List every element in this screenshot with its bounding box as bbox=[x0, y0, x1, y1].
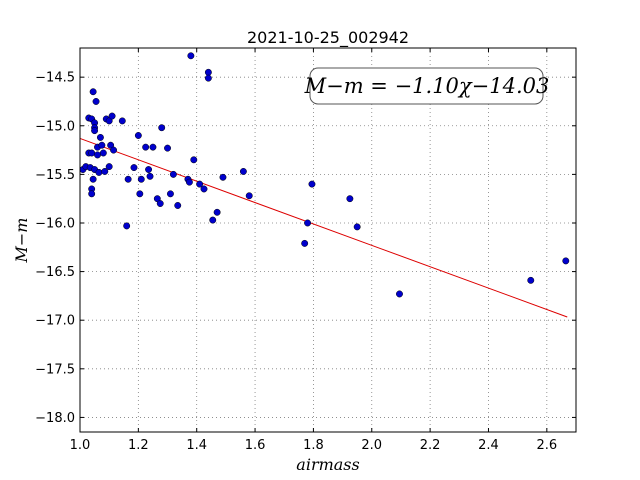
data-point bbox=[166, 190, 174, 198]
data-point bbox=[185, 178, 193, 186]
data-point bbox=[118, 117, 126, 125]
data-point bbox=[108, 112, 116, 120]
equation-annotation: M−m = −1.10χ−14.03 bbox=[304, 67, 550, 105]
data-point bbox=[99, 149, 107, 157]
data-point bbox=[101, 168, 109, 175]
data-point bbox=[130, 164, 138, 172]
y-tick-label: −15.0 bbox=[35, 119, 75, 134]
x-tick-label: 1.6 bbox=[245, 438, 266, 453]
data-point bbox=[204, 74, 212, 82]
data-point bbox=[146, 172, 154, 180]
data-point bbox=[92, 98, 100, 105]
plot-frame bbox=[79, 47, 577, 433]
x-tick-label: 2.2 bbox=[420, 438, 441, 453]
data-point bbox=[190, 156, 198, 164]
x-tick-label: 2.0 bbox=[361, 438, 382, 453]
data-point bbox=[94, 151, 101, 159]
y-tick-label: −17.5 bbox=[35, 362, 75, 377]
data-point bbox=[245, 192, 253, 200]
data-point bbox=[89, 88, 97, 96]
data-point bbox=[169, 170, 177, 178]
data-point bbox=[137, 175, 145, 183]
data-point bbox=[209, 216, 217, 224]
annotation-text: M−m = −1.10χ−14.03 bbox=[304, 74, 550, 98]
data-point bbox=[346, 195, 354, 203]
data-point bbox=[96, 133, 104, 141]
y-tick-label: −18.0 bbox=[35, 411, 75, 426]
data-point bbox=[213, 208, 221, 216]
y-tick-label: −14.5 bbox=[35, 71, 75, 86]
y-tick-label: −15.5 bbox=[35, 168, 75, 183]
data-point bbox=[134, 132, 142, 139]
data-point bbox=[196, 180, 204, 188]
data-points bbox=[79, 52, 570, 298]
data-point bbox=[98, 141, 106, 149]
axis-ticks: 1.0 1.2 1.4 1.6 1.8 2.0 2.2 2.4 2.6 −14.5 −15.0 −15… bbox=[35, 48, 576, 453]
data-point bbox=[204, 68, 212, 76]
x-axis-label: airmass bbox=[296, 455, 359, 474]
data-point bbox=[308, 180, 316, 188]
data-point bbox=[396, 290, 403, 298]
data-point bbox=[142, 143, 150, 151]
data-point bbox=[158, 124, 166, 132]
x-tick-label: 1.0 bbox=[70, 438, 91, 453]
data-point bbox=[187, 52, 195, 60]
x-tick-label: 2.6 bbox=[536, 438, 557, 453]
data-point bbox=[200, 185, 208, 193]
data-point bbox=[88, 149, 96, 157]
data-point bbox=[353, 223, 361, 231]
chart-title: 2021-10-25_002942 bbox=[247, 28, 409, 48]
data-point bbox=[91, 127, 99, 135]
x-tick-label: 1.4 bbox=[186, 438, 207, 453]
data-point bbox=[105, 163, 113, 171]
data-point bbox=[136, 190, 144, 198]
data-point bbox=[110, 146, 118, 154]
data-point bbox=[95, 168, 103, 176]
data-point bbox=[89, 175, 97, 183]
data-point bbox=[145, 166, 153, 173]
data-point bbox=[304, 219, 312, 227]
data-point bbox=[239, 168, 247, 175]
data-point bbox=[164, 144, 171, 152]
data-point bbox=[88, 190, 96, 198]
y-tick-label: −17.0 bbox=[35, 314, 75, 329]
data-point bbox=[174, 202, 182, 209]
data-point bbox=[301, 239, 309, 247]
fit-line-layer bbox=[79, 137, 568, 318]
data-point bbox=[149, 143, 157, 151]
data-point bbox=[219, 173, 227, 181]
x-tick-label: 2.4 bbox=[478, 438, 499, 453]
data-point bbox=[156, 200, 164, 207]
y-tick-label: −16.5 bbox=[35, 265, 75, 280]
x-tick-label: 1.8 bbox=[303, 438, 324, 453]
y-tick-label: −16.0 bbox=[35, 216, 75, 231]
y-axis-label: M−m bbox=[12, 218, 31, 264]
x-tick-label: 1.2 bbox=[128, 438, 149, 453]
data-point bbox=[123, 222, 131, 230]
annotation-box bbox=[309, 67, 544, 105]
data-point bbox=[124, 175, 132, 183]
data-point bbox=[527, 276, 535, 284]
data-point bbox=[562, 257, 570, 265]
fit-line bbox=[79, 137, 568, 318]
